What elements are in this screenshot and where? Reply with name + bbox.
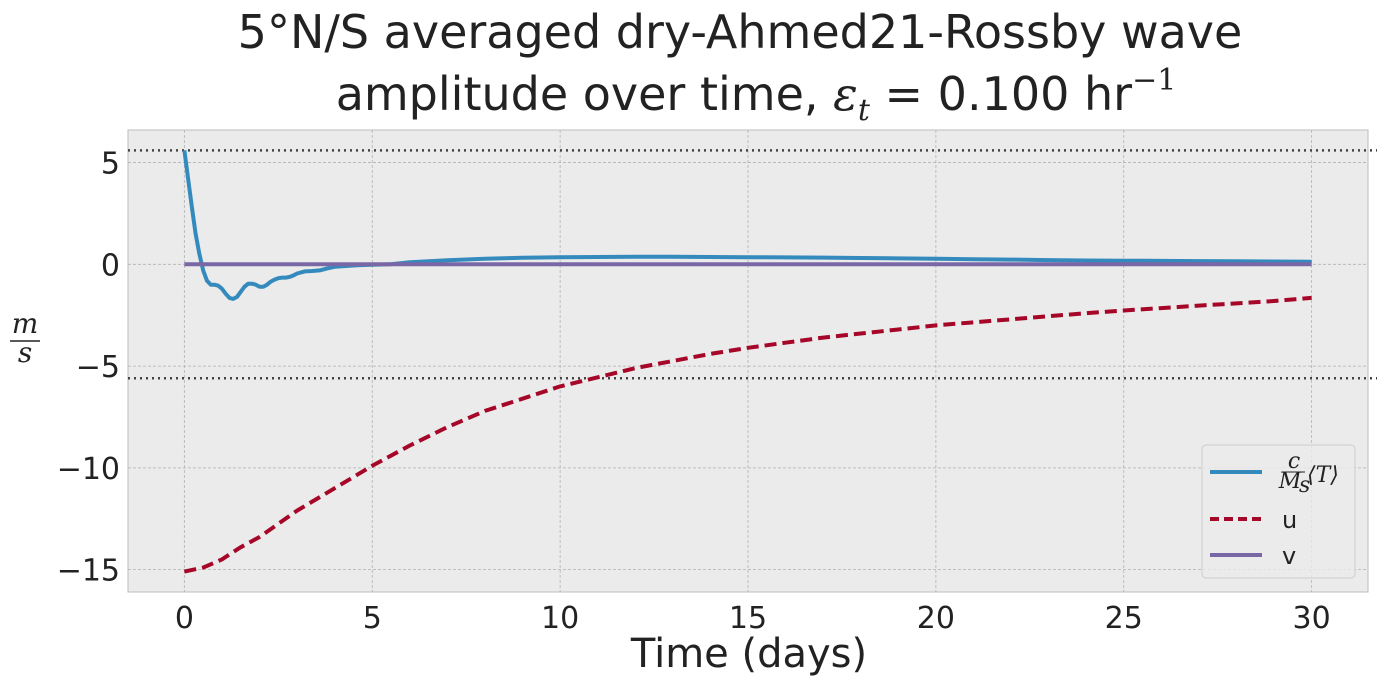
y-tick-label: −5 [76,350,120,385]
title-epsilon-sub: t [858,93,871,128]
x-tick-label: 10 [541,601,579,636]
x-tick-label: 25 [1105,601,1143,636]
x-axis-label: Time (days) [630,631,867,677]
legend-label-u: u [1282,506,1297,534]
chart-title-line1: 5°N/S averaged dry-Ahmed21-Rossby wave [238,5,1243,59]
legend-label-T: c M s ⟨T⟩ [1278,449,1339,498]
series-layer [182,150,1312,574]
x-axis-ticks: 0 5 10 15 20 25 30 [175,601,1331,636]
x-tick-label: 15 [729,601,767,636]
y-tick-label: 0 [101,248,120,283]
legend: c M s ⟨T⟩ u v [1201,444,1356,579]
legend-T-frac-den: M [1278,469,1302,494]
x-tick-label: 20 [917,601,955,636]
legend-box [1201,444,1356,579]
chart-title-line2: amplitude over time, εt = 0.100 hr−1 [336,63,1177,128]
y-tick-label: −15 [57,554,120,589]
reference-lines [128,149,1377,380]
y-tick-label: −10 [57,452,120,487]
title-prefix: amplitude over time, [336,67,833,121]
y-tick-label: 5 [101,147,120,182]
y-axis-label-numerator: m [12,307,39,340]
legend-label-v: v [1282,542,1296,570]
series-line-c/Ms ⟨T⟩ [182,150,1312,301]
legend-T-frac-num: c [1288,449,1300,474]
title-value: = 0.100 hr [870,67,1132,121]
legend-T-frac-den-sub: s [1299,473,1310,498]
title-exponent: −1 [1132,63,1176,98]
y-axis-ticks: 5 0 −5 −10 −15 [57,147,120,589]
y-axis-label-denominator: s [18,336,32,369]
x-tick-label: 5 [363,601,382,636]
series-line-u [183,295,1312,574]
y-axis-label: m s [10,307,40,369]
x-tick-label: 30 [1293,601,1331,636]
x-tick-label: 0 [175,601,194,636]
title-epsilon-symbol: ε [833,67,858,121]
legend-T-main: ⟨T⟩ [1307,463,1339,488]
